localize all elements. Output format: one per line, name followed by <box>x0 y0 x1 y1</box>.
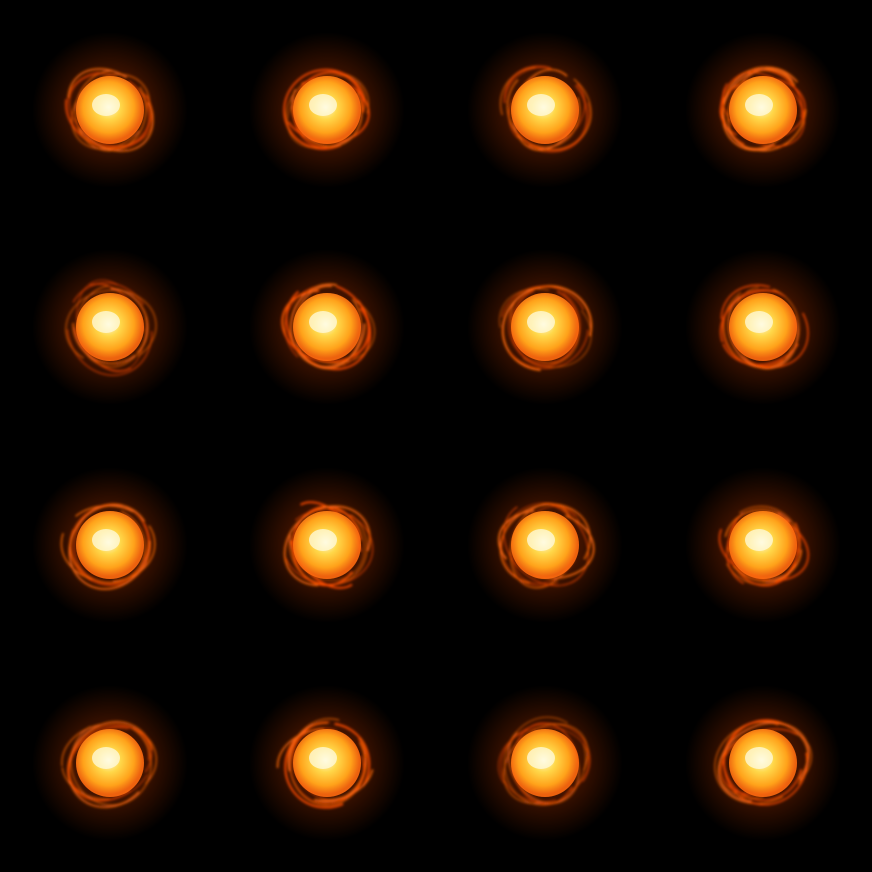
orb-graphic <box>467 685 623 841</box>
glowing-energy-orb-icon <box>30 465 190 625</box>
glowing-energy-orb-icon <box>465 465 625 625</box>
orb-graphic <box>249 685 405 841</box>
orb-highlight <box>745 529 773 551</box>
orb-graphic <box>32 685 188 841</box>
orb-swirl-rings <box>719 284 809 370</box>
orb-highlight <box>309 529 337 551</box>
glowing-energy-orb-icon <box>465 30 625 190</box>
orb-swirl-rings <box>60 503 156 591</box>
glowing-energy-orb-icon <box>465 683 625 843</box>
orb-graphic <box>685 249 841 405</box>
orb-highlight <box>527 529 555 551</box>
glowing-energy-orb-icon <box>247 30 407 190</box>
glowing-energy-orb-icon <box>247 247 407 407</box>
orb-highlight <box>309 747 337 769</box>
orb-graphic <box>685 32 841 188</box>
orb-graphic <box>685 467 841 623</box>
orb-highlight <box>92 94 120 116</box>
glowing-energy-orb-icon <box>465 247 625 407</box>
orb-swirl-rings <box>276 718 375 809</box>
orb-graphic <box>32 32 188 188</box>
glowing-energy-orb-icon <box>247 683 407 843</box>
glowing-energy-orb-icon <box>683 683 843 843</box>
orb-highlight <box>745 747 773 769</box>
glowing-energy-orb-icon <box>30 683 190 843</box>
orb-highlight <box>92 311 120 333</box>
orb-highlight <box>309 94 337 116</box>
orb-graphic <box>467 467 623 623</box>
orb-highlight <box>527 94 555 116</box>
orb-graphic <box>249 467 405 623</box>
orb-graphic <box>249 249 405 405</box>
glowing-energy-orb-icon <box>30 30 190 190</box>
orb-graphic <box>249 32 405 188</box>
orb-highlight <box>527 747 555 769</box>
glowing-energy-orb-icon <box>683 247 843 407</box>
orb-graphic <box>467 249 623 405</box>
orb-highlight <box>745 311 773 333</box>
orb-graphic <box>32 249 188 405</box>
glowing-energy-orb-icon <box>683 465 843 625</box>
orb-highlight <box>92 747 120 769</box>
orb-graphic <box>467 32 623 188</box>
orb-graphic <box>685 685 841 841</box>
glowing-energy-orb-icon <box>683 30 843 190</box>
glowing-energy-orb-icon <box>247 465 407 625</box>
orb-highlight <box>527 311 555 333</box>
orb-highlight <box>745 94 773 116</box>
orb-highlight <box>92 529 120 551</box>
orb-graphic <box>32 467 188 623</box>
orb-highlight <box>309 311 337 333</box>
glowing-energy-orb-icon <box>30 247 190 407</box>
